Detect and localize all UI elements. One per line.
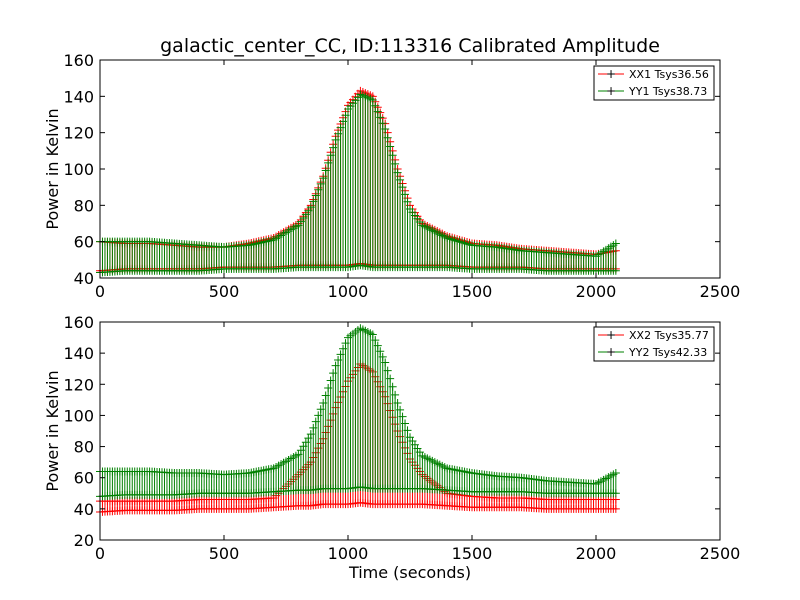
- bottom-panel-marks: [96, 324, 620, 516]
- bottom-legend-marker-xx2: +: [606, 328, 616, 342]
- x-axis-label: Time (seconds): [348, 563, 471, 582]
- top-panel: Power in Kelvin 0 500 1000 1500 2000 2500 40 60…: [43, 51, 740, 301]
- top-panel-frame: [99, 59, 721, 279]
- top-panel-ticks: 0 500 1000 1500 2000 2500 40 60 80 100 120 140 160: [63, 51, 740, 301]
- data-point: [396, 175, 405, 184]
- chart-title: galactic_center_CC, ID:113316 Calibrated…: [160, 35, 660, 57]
- y-tick-label: 160: [63, 313, 94, 332]
- bottom-legend-label-xx2: XX2 Tsys35.77: [629, 329, 709, 342]
- data-point: [371, 101, 380, 110]
- bottom-series-1: [96, 324, 620, 501]
- y-tick-label: 140: [63, 344, 94, 363]
- data-point: [401, 419, 410, 428]
- y-tick-label: 40: [74, 269, 94, 288]
- bottom-legend-box: [593, 326, 715, 362]
- bottom-panel: Power in Kelvin Time (seconds) 0 500 1000 1…: [43, 313, 740, 582]
- y-tick-label: 100: [63, 160, 94, 179]
- data-point: [388, 382, 397, 391]
- x-tick-label: 1500: [452, 544, 493, 563]
- y-tick-label: 60: [74, 233, 94, 252]
- data-point: [611, 504, 620, 513]
- x-tick-label: 2500: [700, 282, 741, 301]
- data-point: [393, 168, 402, 177]
- top-y-axis-label: Power in Kelvin: [43, 108, 62, 229]
- top-series-1: [96, 90, 620, 277]
- y-tick-label: 20: [74, 531, 94, 550]
- x-tick-label: 2000: [576, 544, 617, 563]
- top-legend-label-xx1: XX1 Tsys36.56: [629, 68, 709, 81]
- data-point: [368, 95, 377, 104]
- data-point: [611, 489, 620, 498]
- data-point: [391, 159, 400, 168]
- data-point: [376, 347, 385, 356]
- y-tick-label: 120: [63, 375, 94, 394]
- data-point: [378, 119, 387, 128]
- y-tick-label: 80: [74, 196, 94, 215]
- top-legend-marker-yy1: +: [606, 84, 616, 98]
- x-tick-label: 0: [95, 282, 105, 301]
- x-tick-label: 0: [95, 544, 105, 563]
- data-point: [373, 107, 382, 116]
- data-point: [611, 469, 620, 478]
- data-point: [393, 398, 402, 407]
- data-point: [386, 374, 395, 383]
- x-tick-label: 500: [209, 544, 240, 563]
- data-point: [381, 125, 390, 134]
- data-point: [391, 390, 400, 399]
- data-point: [371, 336, 380, 345]
- y-tick-label: 100: [63, 406, 94, 425]
- data-point: [373, 341, 382, 350]
- bottom-panel-frame: [99, 321, 721, 541]
- data-point: [378, 352, 387, 361]
- data-point: [403, 197, 412, 206]
- top-legend-label-yy1: YY1 Tsys38.73: [628, 85, 707, 98]
- bottom-y-axis-label: Power in Kelvin: [43, 370, 62, 491]
- top-legend-marker-xx1: +: [606, 67, 616, 81]
- data-point: [396, 405, 405, 414]
- x-tick-label: 2000: [576, 282, 617, 301]
- y-tick-label: 80: [74, 438, 94, 457]
- bottom-legend: + XX2 Tsys35.77 + YY2 Tsys42.33: [593, 326, 715, 362]
- data-point: [381, 358, 390, 367]
- data-point: [398, 412, 407, 421]
- top-panel-marks: [96, 86, 620, 277]
- data-point: [376, 113, 385, 122]
- data-point: [386, 142, 395, 151]
- data-point: [383, 133, 392, 142]
- data-point: [401, 190, 410, 199]
- x-tick-label: 1500: [452, 282, 493, 301]
- x-tick-label: 2500: [700, 544, 741, 563]
- bottom-panel-ticks: 0 500 1000 1500 2000 2500 20 40 60 80 100 120 140 160: [63, 313, 740, 563]
- x-tick-label: 1000: [328, 544, 369, 563]
- y-tick-label: 160: [63, 51, 94, 70]
- data-point: [611, 239, 620, 248]
- data-point: [403, 426, 412, 435]
- data-point: [383, 366, 392, 375]
- y-tick-label: 60: [74, 469, 94, 488]
- bottom-legend-label-yy2: YY2 Tsys42.33: [628, 346, 707, 359]
- top-legend-box: [593, 65, 715, 101]
- data-point: [388, 151, 397, 160]
- x-tick-label: 500: [209, 282, 240, 301]
- y-tick-label: 40: [74, 500, 94, 519]
- bottom-legend-marker-yy2: +: [606, 345, 616, 359]
- data-point: [368, 330, 377, 339]
- data-point: [398, 183, 407, 192]
- y-tick-label: 120: [63, 124, 94, 143]
- top-legend: + XX1 Tsys36.56 + YY1 Tsys38.73: [593, 65, 715, 101]
- x-tick-label: 1000: [328, 282, 369, 301]
- y-tick-label: 140: [63, 87, 94, 106]
- data-point: [611, 266, 620, 275]
